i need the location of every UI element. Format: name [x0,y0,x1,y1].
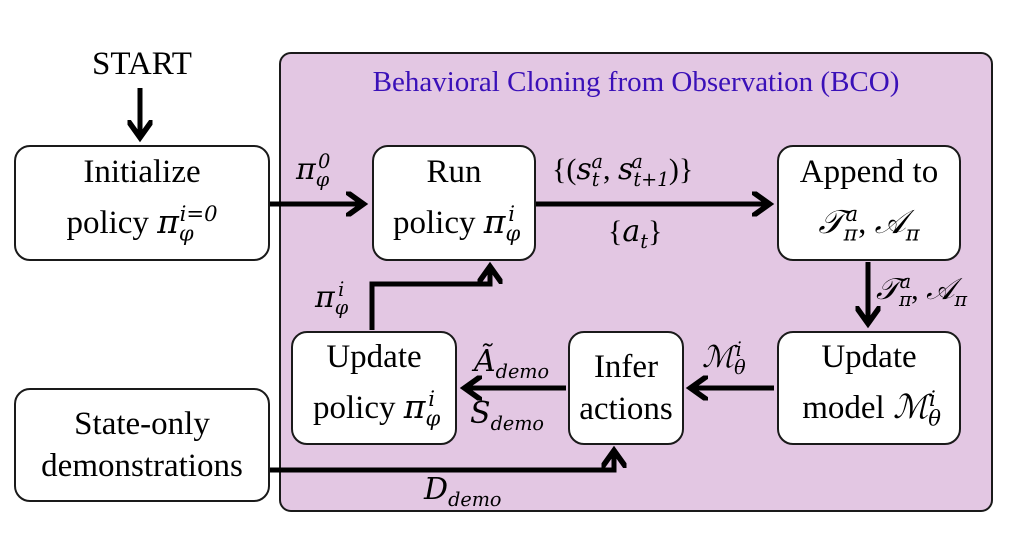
label-tpi-api: 𝒯πa, 𝒜π [876,270,968,311]
label-pi-i: πφi [315,278,349,319]
append-line2: 𝒯πa, 𝒜π [818,201,920,246]
update-policy-box: Update policy πφi [291,331,457,445]
update-policy-line2: policy πφi [313,386,441,431]
initialize-policy-box: Initialize policy πφi=0 [14,145,270,261]
update-model-box: Update model ℳθi [777,331,961,445]
infer-line1: Infer [593,349,659,385]
infer-actions-box: Infer actions [568,331,684,445]
run-line1: Run [426,154,482,191]
update-policy-line1: Update [326,339,422,376]
label-actions-at: {at} [608,214,663,253]
region-title: Behavioral Cloning from Observation (BCO… [372,66,900,98]
arrow-policy-run [369,268,490,330]
demos-line2: demonstrations [41,448,243,484]
update-model-line1: Update [821,339,917,376]
label-s-demo: Sdemo [470,396,544,435]
infer-line2: actions [579,391,673,427]
update-model-line2: model ℳθi [802,386,941,431]
label-d-demo: Ddemo [424,472,502,511]
label-m-theta: ℳθi [702,338,746,379]
init-line1: Initialize [83,154,201,191]
run-policy-box: Run policy πφi [372,145,536,261]
start-label: START [92,46,192,82]
state-only-demos-box: State-only demonstrations [14,388,270,502]
label-pi0: πφ0 [296,150,331,191]
arrow-demos-infer [270,452,614,473]
append-line1: Append to [799,154,939,191]
run-line2: policy πφi [393,201,521,246]
init-line2: policy πφi=0 [66,201,218,246]
label-a-demo: Ãdemo [474,344,550,383]
append-box: Append to 𝒯πa, 𝒜π [777,145,961,261]
demos-line1: State-only [74,406,210,442]
label-states: {(sta, st+1a)} [552,150,694,191]
